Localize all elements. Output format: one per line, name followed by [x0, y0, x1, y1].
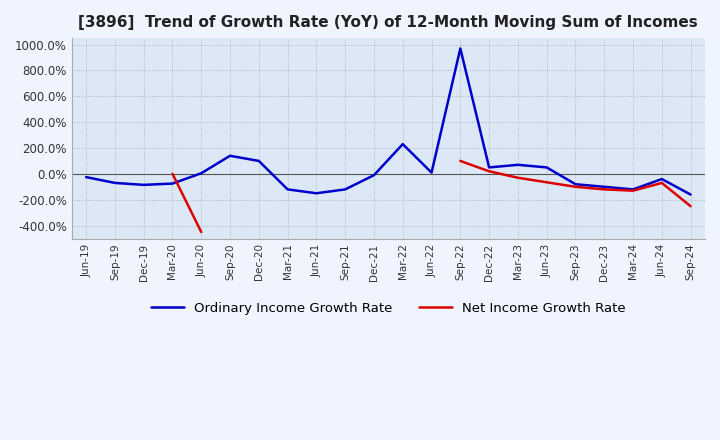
Ordinary Income Growth Rate: [111, 180, 120, 186]
Ordinary Income Growth Rate: [600, 184, 608, 190]
Ordinary Income Growth Rate: [513, 162, 522, 168]
Ordinary Income Growth Rate: [571, 182, 580, 187]
Ordinary Income Growth Rate: [485, 165, 493, 170]
Ordinary Income Growth Rate: [341, 187, 349, 192]
Ordinary Income Growth Rate: [456, 46, 464, 51]
Ordinary Income Growth Rate: [369, 172, 378, 178]
Ordinary Income Growth Rate: [686, 192, 695, 197]
Ordinary Income Growth Rate: [398, 142, 407, 147]
Ordinary Income Growth Rate: [312, 191, 320, 196]
Ordinary Income Growth Rate: [197, 171, 206, 176]
Net Income Growth Rate: [168, 171, 177, 176]
Ordinary Income Growth Rate: [629, 187, 637, 192]
Line: Ordinary Income Growth Rate: Ordinary Income Growth Rate: [86, 48, 690, 194]
Ordinary Income Growth Rate: [254, 158, 263, 164]
Ordinary Income Growth Rate: [427, 170, 436, 175]
Ordinary Income Growth Rate: [226, 153, 235, 158]
Legend: Ordinary Income Growth Rate, Net Income Growth Rate: Ordinary Income Growth Rate, Net Income …: [145, 297, 631, 320]
Ordinary Income Growth Rate: [657, 176, 666, 182]
Line: Net Income Growth Rate: Net Income Growth Rate: [173, 174, 202, 232]
Ordinary Income Growth Rate: [542, 165, 551, 170]
Title: [3896]  Trend of Growth Rate (YoY) of 12-Month Moving Sum of Incomes: [3896] Trend of Growth Rate (YoY) of 12-…: [78, 15, 698, 30]
Ordinary Income Growth Rate: [140, 182, 148, 187]
Ordinary Income Growth Rate: [168, 181, 177, 186]
Net Income Growth Rate: [197, 229, 206, 235]
Ordinary Income Growth Rate: [283, 187, 292, 192]
Ordinary Income Growth Rate: [82, 175, 91, 180]
